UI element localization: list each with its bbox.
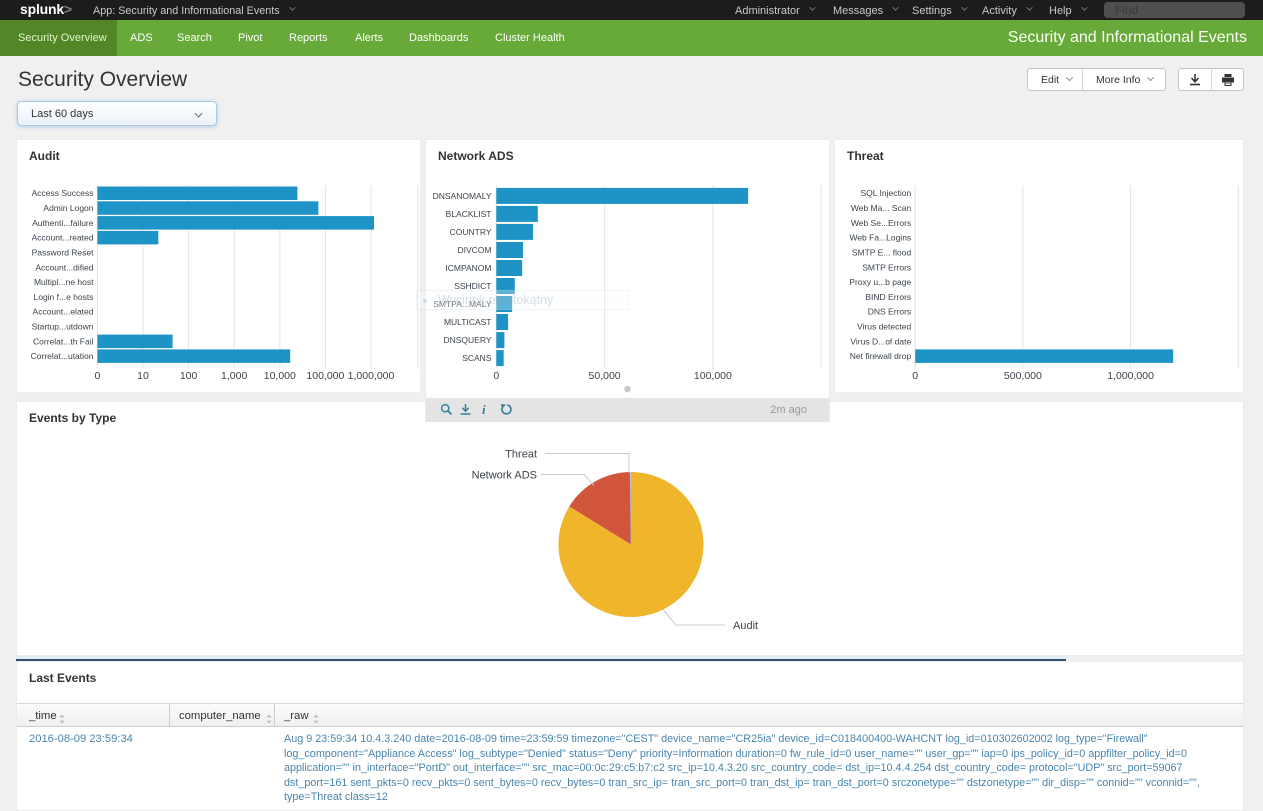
svg-text:Password Reset: Password Reset bbox=[32, 248, 95, 258]
svg-text:BLACKLIST: BLACKLIST bbox=[446, 209, 492, 219]
svg-text:Net firewall drop: Net firewall drop bbox=[850, 351, 912, 361]
svg-text:Authenti...failure: Authenti...failure bbox=[32, 218, 94, 228]
svg-text:DNSQUERY: DNSQUERY bbox=[443, 335, 491, 345]
svg-text:Login f...e hosts: Login f...e hosts bbox=[33, 292, 93, 302]
svg-text:DNS Errors: DNS Errors bbox=[868, 307, 911, 317]
svg-text:Proxy u...b page: Proxy u...b page bbox=[849, 277, 911, 287]
svg-text:Web Se...Errors: Web Se...Errors bbox=[851, 218, 911, 228]
svg-text:DNSANOMALY: DNSANOMALY bbox=[433, 191, 492, 201]
svg-text:1,000,000: 1,000,000 bbox=[1107, 370, 1154, 382]
svg-text:0: 0 bbox=[912, 370, 918, 382]
svg-text:Startup...utdown: Startup...utdown bbox=[32, 322, 94, 332]
svg-text:COUNTRY: COUNTRY bbox=[450, 227, 492, 237]
svg-text:0: 0 bbox=[493, 370, 499, 382]
svg-text:Correlat...utation: Correlat...utation bbox=[31, 351, 94, 361]
svg-text:Web Ma... Scan: Web Ma... Scan bbox=[851, 203, 912, 213]
svg-text:500,000: 500,000 bbox=[1004, 370, 1042, 382]
svg-text:Account...dified: Account...dified bbox=[35, 262, 93, 272]
svg-text:0: 0 bbox=[94, 370, 100, 382]
svg-text:DIVCOM: DIVCOM bbox=[458, 245, 492, 255]
svg-text:10,000: 10,000 bbox=[264, 370, 296, 382]
svg-text:SMTP E... flood: SMTP E... flood bbox=[852, 248, 912, 258]
svg-text:1,000,000: 1,000,000 bbox=[348, 370, 395, 382]
svg-text:10: 10 bbox=[137, 370, 149, 382]
svg-text:1,000: 1,000 bbox=[221, 370, 247, 382]
svg-text:ICMPANOM: ICMPANOM bbox=[445, 263, 491, 273]
svg-text:50,000: 50,000 bbox=[589, 370, 621, 382]
svg-text:Threat: Threat bbox=[505, 449, 537, 461]
svg-text:100,000: 100,000 bbox=[306, 370, 344, 382]
svg-text:MULTICAST: MULTICAST bbox=[444, 317, 492, 327]
svg-text:Multipl...ne host: Multipl...ne host bbox=[34, 277, 94, 287]
svg-text:Virus detected: Virus detected bbox=[857, 322, 911, 332]
svg-text:Access Success: Access Success bbox=[32, 188, 94, 198]
svg-text:Account...reated: Account...reated bbox=[32, 233, 94, 243]
svg-text:SMTP Errors: SMTP Errors bbox=[862, 262, 911, 272]
svg-text:Virus D...of date: Virus D...of date bbox=[850, 336, 911, 346]
svg-text:Audit: Audit bbox=[733, 620, 758, 632]
svg-text:SQL Injection: SQL Injection bbox=[860, 188, 911, 198]
svg-text:Admin Logon: Admin Logon bbox=[43, 203, 93, 213]
svg-text:Correlat...th Fail: Correlat...th Fail bbox=[33, 336, 94, 346]
svg-text:Account...elated: Account...elated bbox=[33, 307, 94, 317]
svg-text:Web Fa...Logins: Web Fa...Logins bbox=[849, 233, 911, 243]
svg-text:BIND Errors: BIND Errors bbox=[865, 292, 911, 302]
svg-text:Network ADS: Network ADS bbox=[472, 470, 537, 482]
svg-text:SCANS: SCANS bbox=[462, 353, 492, 363]
svg-text:SSHDICT: SSHDICT bbox=[454, 281, 491, 291]
svg-text:100: 100 bbox=[180, 370, 198, 382]
svg-text:SMTPA...MALY: SMTPA...MALY bbox=[433, 299, 492, 309]
svg-text:100,000: 100,000 bbox=[694, 370, 732, 382]
